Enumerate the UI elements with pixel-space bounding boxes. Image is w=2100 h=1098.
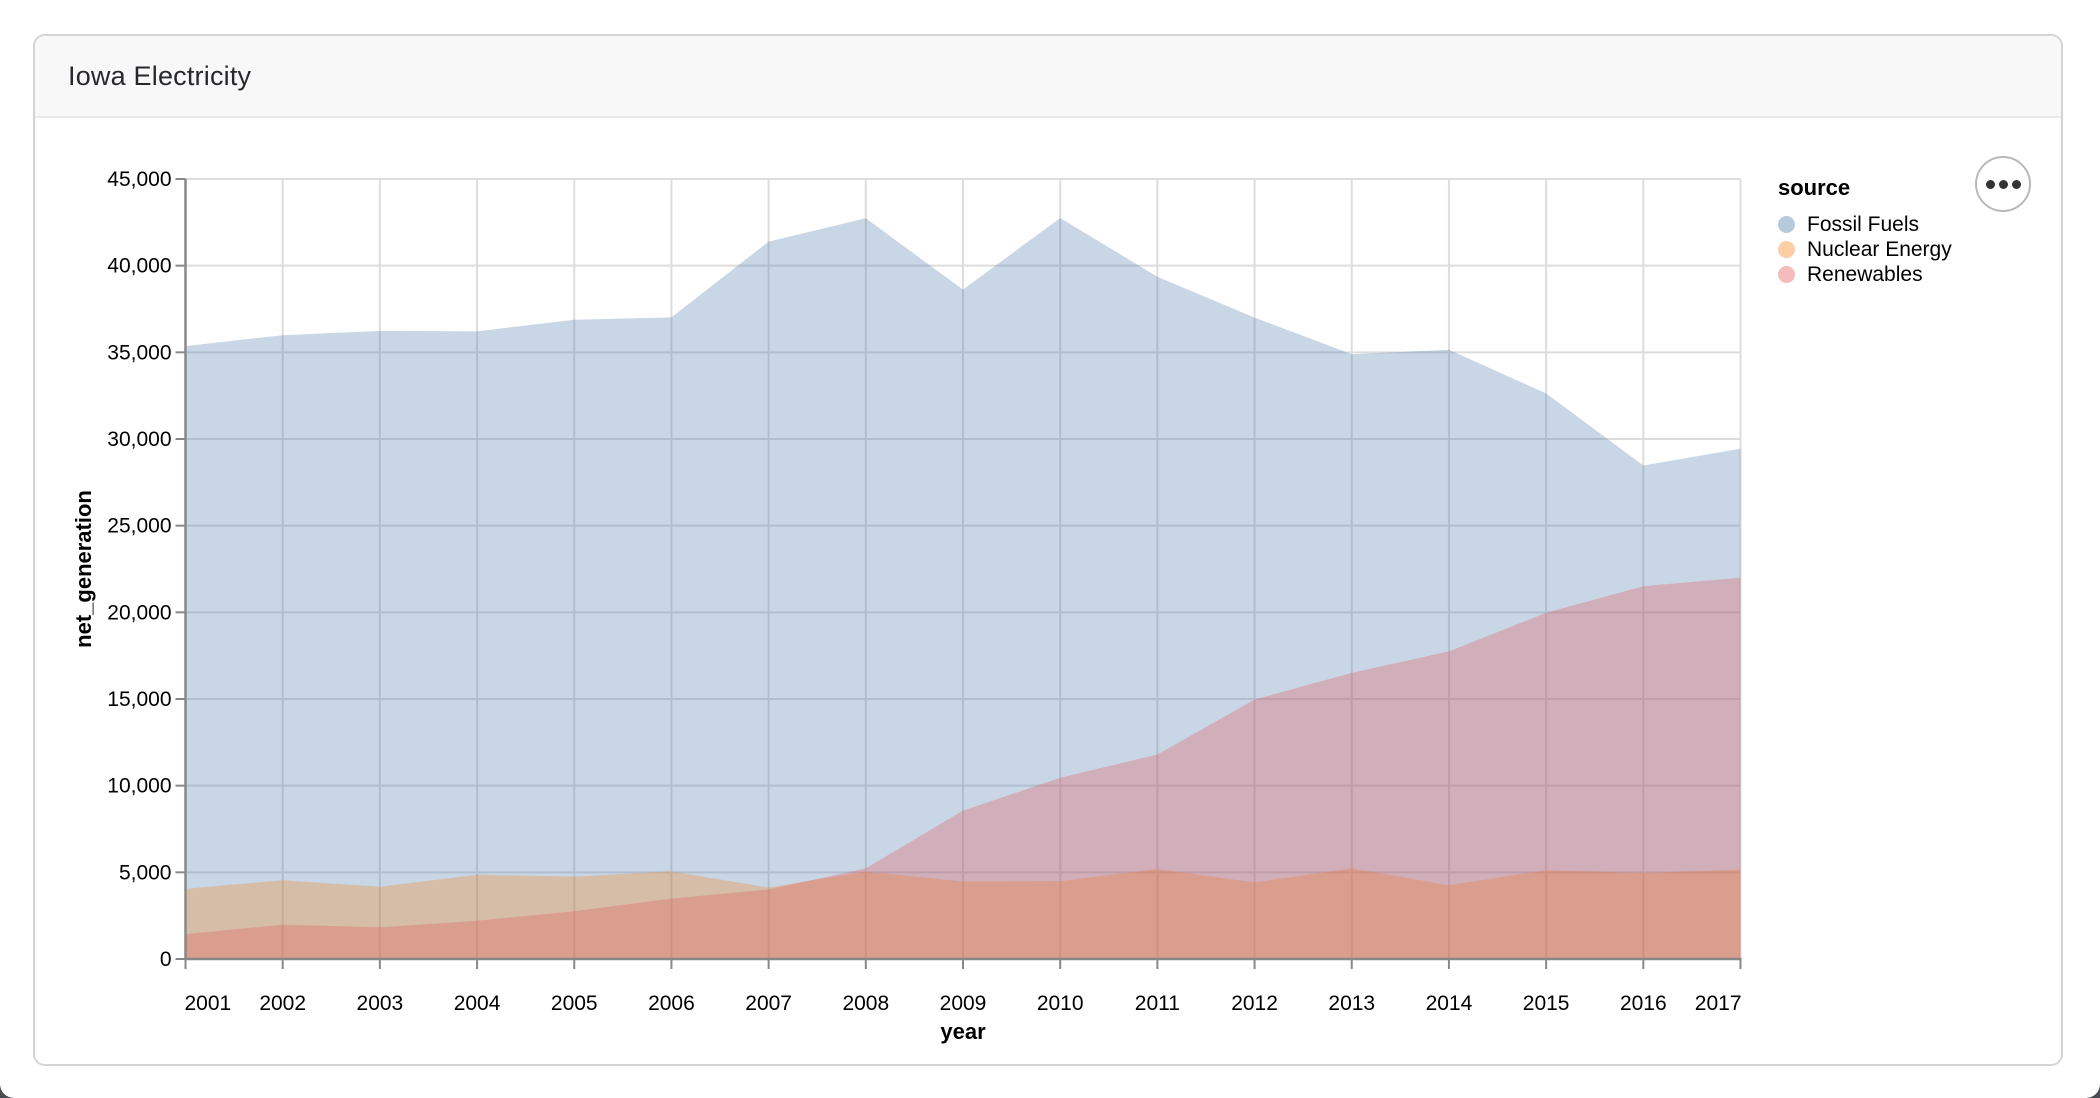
area-chart: 0 5,000 10,000 15,000 20,000 25,000 30,000 35,0… xyxy=(71,168,1742,1044)
y-axis-title: net_generation xyxy=(71,490,96,648)
legend-items: Fossil Fuels Nuclear Energy Renewables xyxy=(1778,212,2008,287)
y-tick-label: 20,000 xyxy=(107,601,171,624)
y-tick-label: 25,000 xyxy=(107,515,171,538)
legend-item-label: Fossil Fuels xyxy=(1807,212,1920,236)
legend-item-fossil-fuels: Fossil Fuels xyxy=(1778,212,2008,237)
area-marks xyxy=(185,218,1741,959)
x-tick-label: 2017 xyxy=(1695,992,1742,1015)
legend-swatch-icon xyxy=(1778,266,1795,283)
legend-item-renewables: Renewables xyxy=(1778,262,2008,287)
area-series-renewables xyxy=(185,577,1741,959)
x-tick-label: 2009 xyxy=(940,992,987,1015)
x-tick-label: 2012 xyxy=(1231,992,1278,1015)
legend-item-label: Nuclear Energy xyxy=(1807,237,1952,261)
x-tick-label: 2015 xyxy=(1523,992,1570,1015)
x-tick-label: 2014 xyxy=(1426,992,1473,1015)
x-tick-label: 2007 xyxy=(745,992,792,1015)
x-tick-label: 2005 xyxy=(551,992,598,1015)
chart-legend: source Fossil Fuels Nuclear Energy Renewab… xyxy=(1778,175,2008,287)
area-series-nuclear-energy xyxy=(185,868,1741,959)
legend-swatch-icon xyxy=(1778,216,1795,233)
axis-labels: 0 5,000 10,000 15,000 20,000 25,000 30,000 35,0… xyxy=(107,168,1741,1015)
chart-body: 0 5,000 10,000 15,000 20,000 25,000 30,000 35,0… xyxy=(35,118,2061,1064)
y-tick-label: 5,000 xyxy=(119,861,172,884)
y-tick-label: 40,000 xyxy=(107,255,171,278)
y-tick-label: 15,000 xyxy=(107,688,171,711)
x-tick-label: 2004 xyxy=(454,992,501,1015)
x-tick-label: 2016 xyxy=(1620,992,1667,1015)
x-tick-label: 2008 xyxy=(842,992,889,1015)
x-tick-label: 2001 xyxy=(185,992,232,1015)
axis-lines xyxy=(175,178,1742,969)
ellipsis-icon xyxy=(1985,179,1995,189)
y-tick-label: 0 xyxy=(160,948,172,971)
legend-title: source xyxy=(1778,175,1851,200)
legend-item-nuclear-energy: Nuclear Energy xyxy=(1778,237,2008,262)
x-tick-label: 2003 xyxy=(357,992,404,1015)
x-tick-label: 2013 xyxy=(1328,992,1375,1015)
x-tick-label: 2002 xyxy=(259,992,306,1015)
y-tick-label: 45,000 xyxy=(107,168,171,191)
ellipsis-icon xyxy=(1998,179,2008,189)
chart-card: Iowa Electricity 0 5,000 10,000 15,000 20,00… xyxy=(33,34,2063,1066)
y-tick-label: 10,000 xyxy=(107,775,171,798)
y-tick-label: 35,000 xyxy=(107,341,171,364)
x-axis-title: year xyxy=(940,1019,986,1044)
area-series-fossil-fuels xyxy=(185,218,1741,959)
vega-actions-menu-button[interactable] xyxy=(1975,156,2031,212)
ellipsis-icon xyxy=(2011,179,2021,189)
legend-item-label: Renewables xyxy=(1807,262,1923,286)
x-tick-label: 2010 xyxy=(1037,992,1084,1015)
page-title: Iowa Electricity xyxy=(68,60,252,91)
x-tick-label: 2011 xyxy=(1135,992,1180,1015)
card-header: Iowa Electricity xyxy=(35,36,2061,118)
y-tick-label: 30,000 xyxy=(107,428,171,451)
legend-swatch-icon xyxy=(1778,241,1795,258)
x-tick-label: 2006 xyxy=(648,992,695,1015)
